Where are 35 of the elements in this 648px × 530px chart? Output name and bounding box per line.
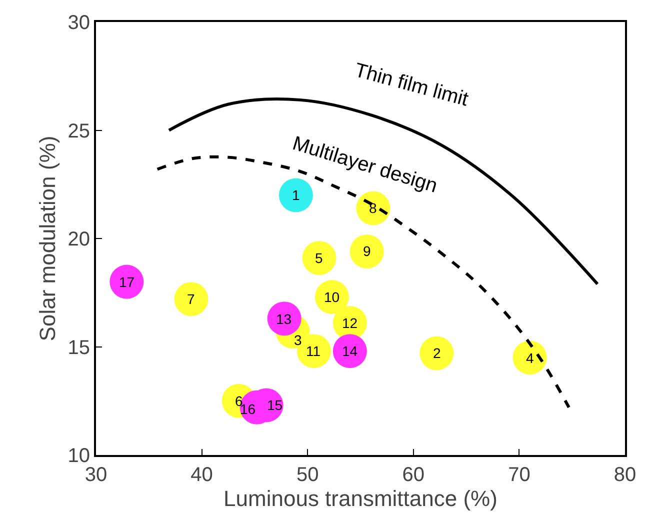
annotation: 2 [433, 345, 441, 361]
point [174, 282, 208, 316]
annotation: 4 [526, 350, 534, 366]
x-tick-label: 60 [402, 464, 425, 486]
annotation: 6 [235, 393, 243, 409]
annotation: 7 [187, 291, 195, 307]
x-tick-label: 40 [190, 464, 213, 486]
y-tick-label: 10 [68, 445, 90, 467]
annotation: 13 [276, 311, 292, 327]
annotation: 1 [292, 187, 300, 203]
x-axis-title: Luminous transmittance (%) [224, 486, 498, 511]
point [278, 178, 313, 212]
point [420, 336, 454, 370]
annotation: 9 [363, 243, 371, 259]
y-axis-title: Solar modulation (%) [35, 136, 60, 342]
point [302, 240, 336, 275]
x-tick-label: 70 [508, 464, 530, 486]
x-tick-label: 50 [296, 464, 319, 486]
y-tick-label: 25 [68, 120, 90, 142]
x-tick-label: 30 [84, 464, 108, 486]
annotation: Thin film limit [352, 59, 471, 111]
point [350, 234, 384, 268]
y-tick-label: 20 [68, 228, 90, 250]
annotation: 10 [324, 289, 340, 305]
y-tick-label: 15 [68, 336, 90, 359]
annotation: 5 [315, 250, 323, 266]
point [512, 340, 547, 375]
annotation: 12 [342, 315, 358, 331]
annotation: 3 [294, 332, 302, 348]
annotation: 14 [342, 343, 358, 359]
annotation: 11 [306, 343, 321, 359]
x-tick-label: 80 [614, 464, 636, 486]
annotation: 17 [119, 274, 135, 290]
y-tick-label: 30 [68, 12, 90, 34]
annotation: 15 [267, 397, 283, 413]
